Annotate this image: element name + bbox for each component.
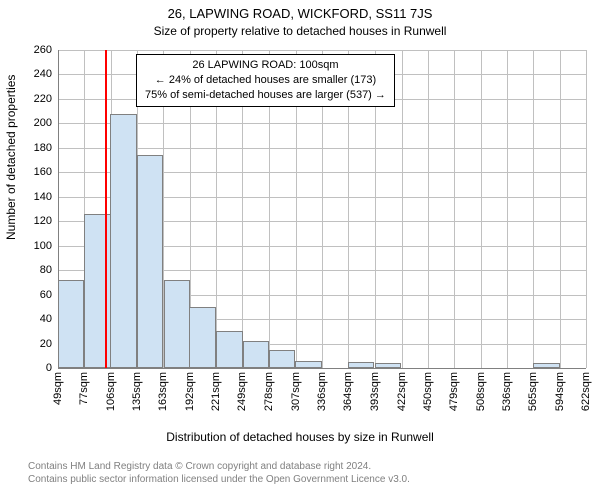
y-tick-label: 220 <box>34 93 52 105</box>
x-axis-label: Distribution of detached houses by size … <box>0 430 600 444</box>
histogram-bar <box>216 331 242 368</box>
gridline-vertical <box>560 50 561 368</box>
x-tick-label: 307sqm <box>290 372 302 411</box>
x-tick-label: 192sqm <box>184 372 196 411</box>
gridline-vertical <box>586 50 587 368</box>
y-tick-label: 200 <box>34 117 52 129</box>
x-tick-label: 336sqm <box>316 372 328 411</box>
histogram-bar <box>375 363 401 368</box>
y-tick-label: 260 <box>34 44 52 56</box>
x-tick-label: 508sqm <box>475 372 487 411</box>
x-tick-label: 536sqm <box>501 372 513 411</box>
x-tick-label: 106sqm <box>105 372 117 411</box>
histogram-bar <box>243 341 269 368</box>
copyright-line1: Contains HM Land Registry data © Crown c… <box>28 460 600 473</box>
y-tick-label: 40 <box>40 313 52 325</box>
y-tick-label: 160 <box>34 166 52 178</box>
gridline-vertical <box>533 50 534 368</box>
chart-container: 26, LAPWING ROAD, WICKFORD, SS11 7JS Siz… <box>0 0 600 500</box>
gridline-vertical <box>507 50 508 368</box>
y-axis-label: Number of detached properties <box>4 75 18 240</box>
y-tick-label: 100 <box>34 240 52 252</box>
x-tick-label: 249sqm <box>236 372 248 411</box>
copyright-block: Contains HM Land Registry data © Crown c… <box>0 460 600 486</box>
x-tick-label: 364sqm <box>342 372 354 411</box>
x-tick-label: 565sqm <box>527 372 539 411</box>
histogram-bar <box>189 307 215 368</box>
x-tick-label: 594sqm <box>554 372 566 411</box>
infobox-line: 26 LAPWING ROAD: 100sqm <box>145 58 386 73</box>
page-subtitle: Size of property relative to detached ho… <box>0 24 600 38</box>
infobox-line: ← 24% of detached houses are smaller (17… <box>145 73 386 88</box>
y-tick-label: 140 <box>34 191 52 203</box>
histogram-bar <box>533 363 559 368</box>
reference-marker-line <box>105 50 107 368</box>
y-tick-label: 120 <box>34 215 52 227</box>
infobox-line: 75% of semi-detached houses are larger (… <box>145 88 386 103</box>
y-tick-label: 20 <box>40 338 52 350</box>
x-tick-label: 450sqm <box>422 372 434 411</box>
histogram-bar <box>269 350 295 368</box>
y-tick-label: 60 <box>40 289 52 301</box>
x-tick-label: 135sqm <box>131 372 143 411</box>
histogram-bar <box>110 114 136 368</box>
y-tick-label: 180 <box>34 142 52 154</box>
x-tick-label: 422sqm <box>396 372 408 411</box>
y-tick-label: 240 <box>34 68 52 80</box>
x-tick-label: 393sqm <box>369 372 381 411</box>
gridline-vertical <box>402 50 403 368</box>
histogram-bar <box>58 280 84 368</box>
x-axis-line <box>58 368 586 369</box>
histogram-bar <box>137 155 163 368</box>
x-tick-label: 77sqm <box>78 372 90 405</box>
x-tick-label: 278sqm <box>263 372 275 411</box>
gridline-vertical <box>454 50 455 368</box>
reference-infobox: 26 LAPWING ROAD: 100sqm← 24% of detached… <box>136 54 395 107</box>
gridline-vertical <box>481 50 482 368</box>
y-axis-label-text: Number of detached properties <box>4 75 18 240</box>
y-tick-label: 80 <box>40 264 52 276</box>
copyright-line2: Contains public sector information licen… <box>28 473 600 486</box>
histogram-bar <box>348 362 374 368</box>
x-tick-label: 221sqm <box>210 372 222 411</box>
histogram-bar <box>164 280 190 368</box>
gridline-vertical <box>428 50 429 368</box>
histogram-bar <box>295 361 321 368</box>
x-tick-label: 622sqm <box>580 372 592 411</box>
x-tick-label: 163sqm <box>157 372 169 411</box>
x-tick-label: 479sqm <box>448 372 460 411</box>
x-tick-label: 49sqm <box>52 372 64 405</box>
page-title: 26, LAPWING ROAD, WICKFORD, SS11 7JS <box>0 6 600 21</box>
